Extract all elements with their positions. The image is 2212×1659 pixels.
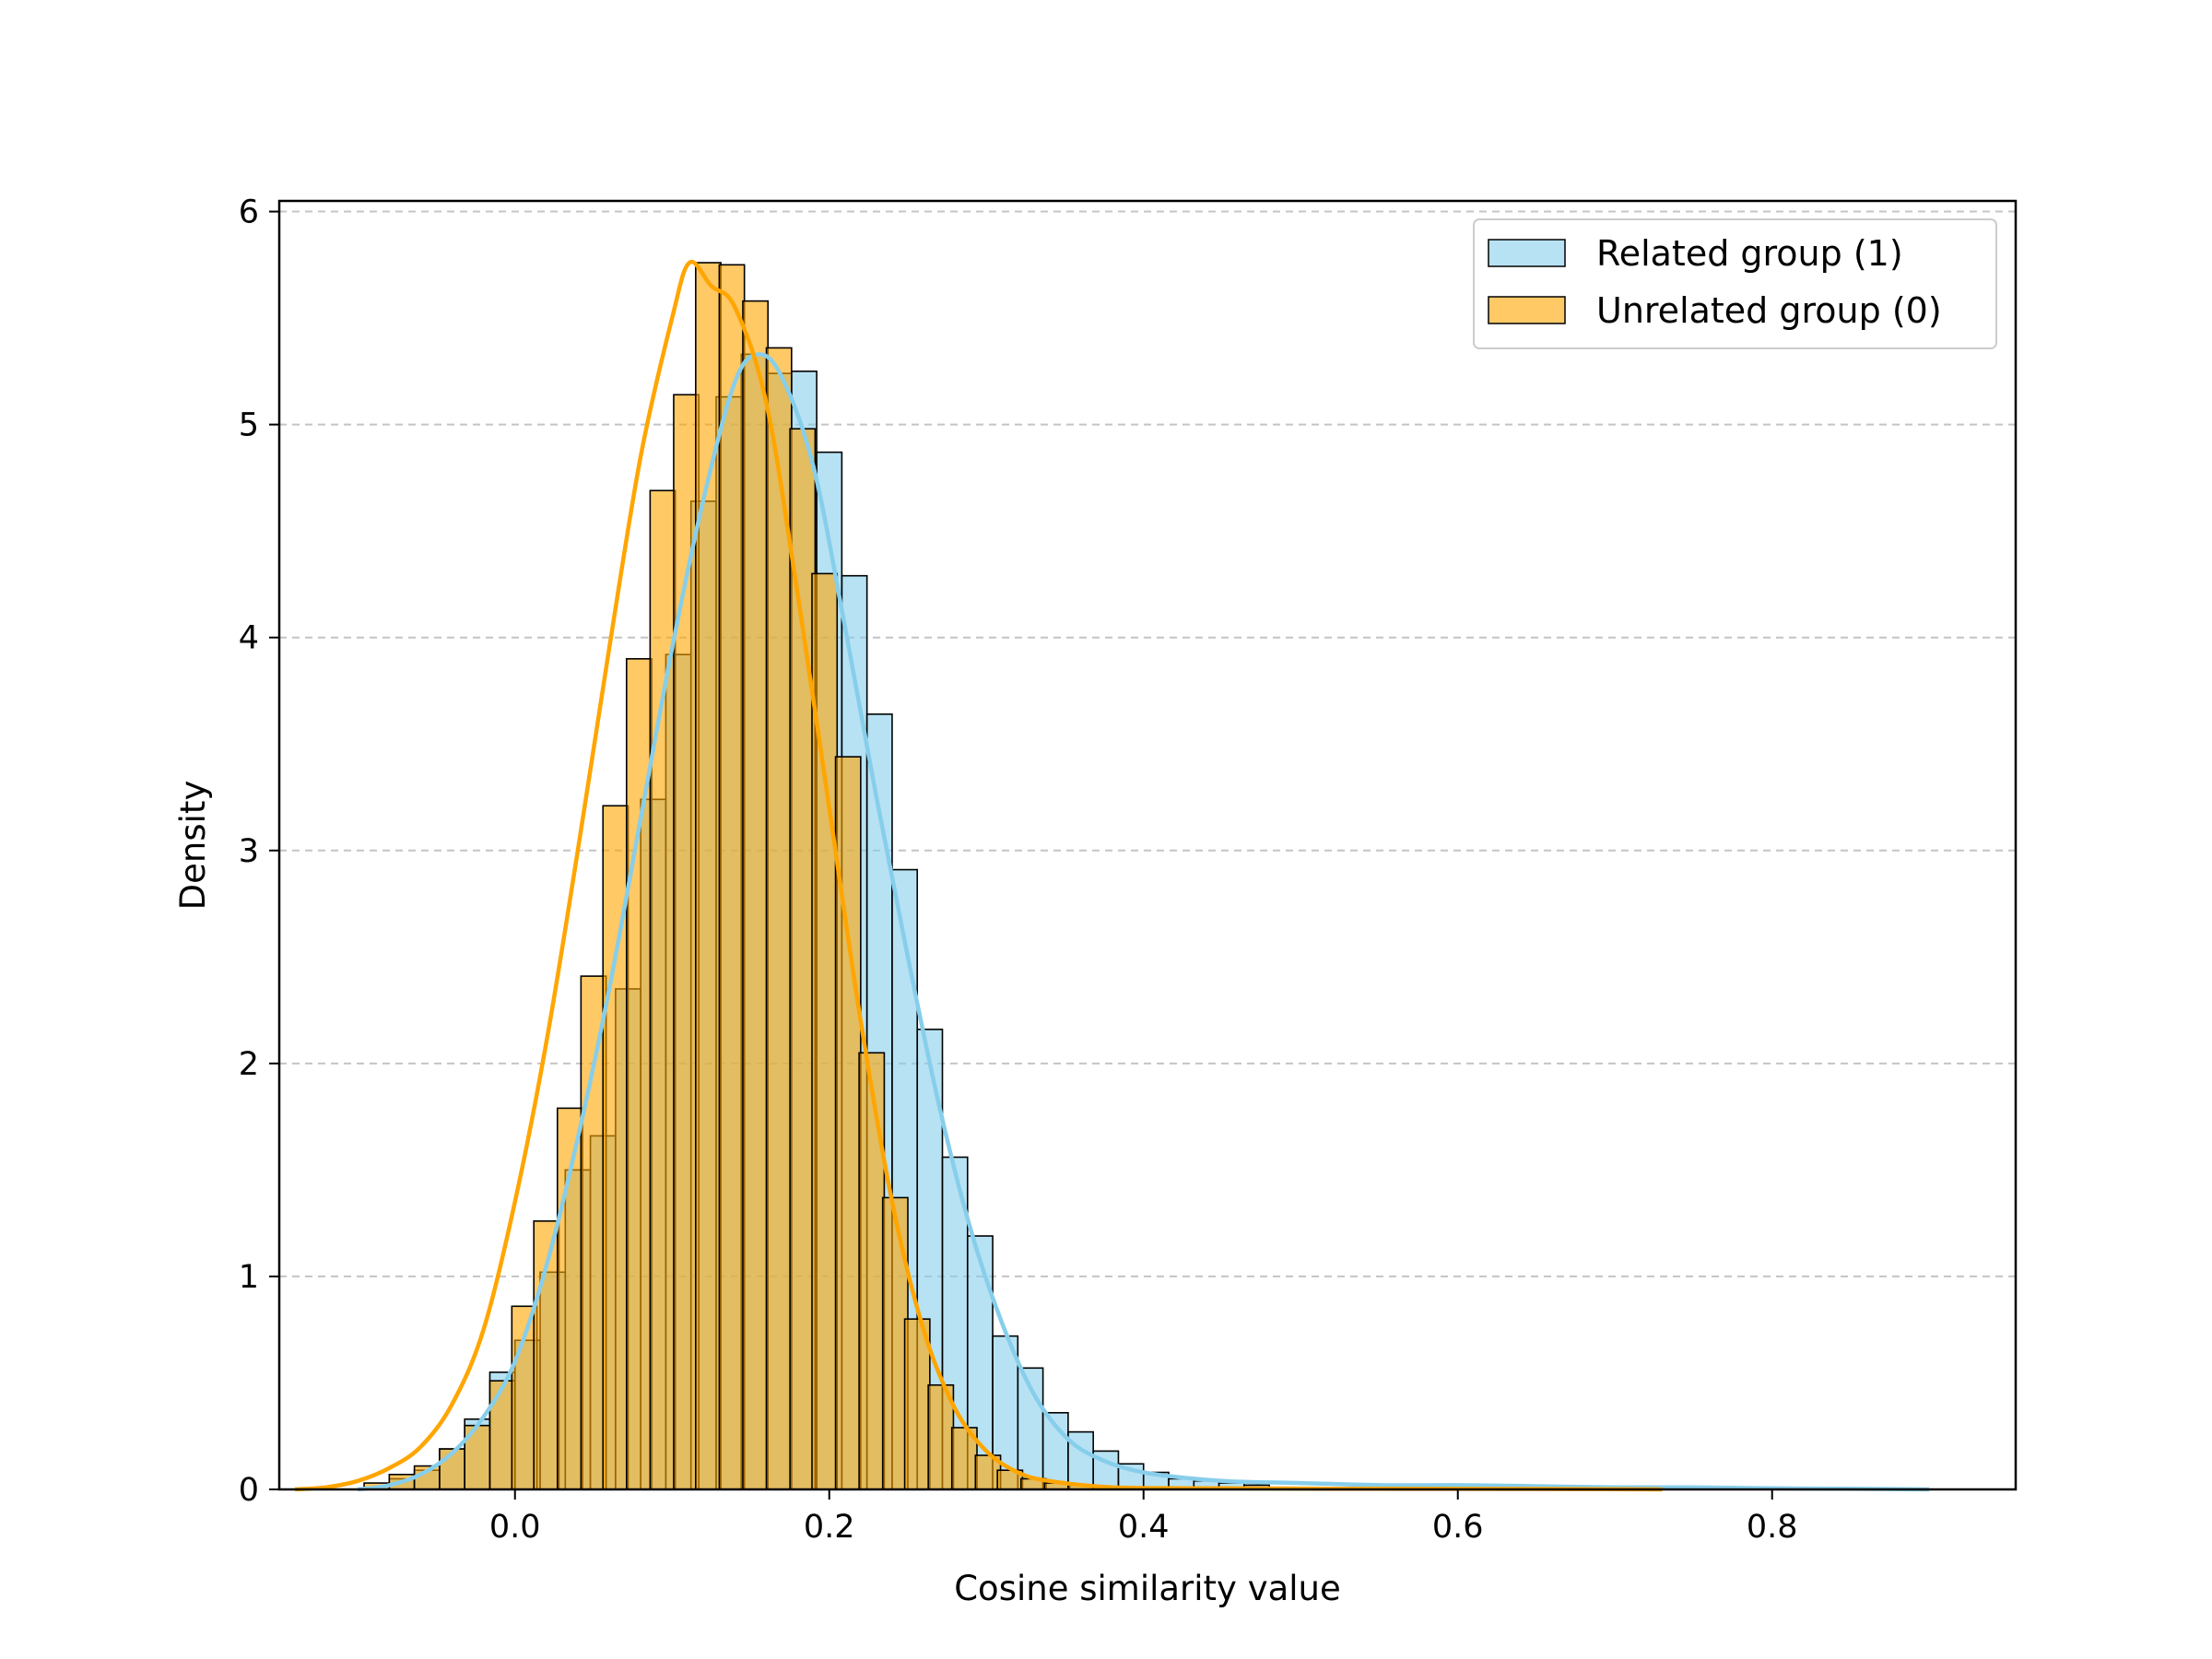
unrelated-bar-21 (858, 1052, 886, 1490)
y-tick-label: 3 (239, 833, 259, 870)
x-axis-label: Cosine similarity value (954, 1569, 1341, 1608)
y-tick-label: 5 (239, 407, 259, 444)
y-axis-label: Density (173, 781, 213, 911)
unrelated-bar-3 (439, 1448, 465, 1490)
unrelated-bar-16 (742, 300, 770, 1490)
x-tick-label: 0.4 (1118, 1509, 1170, 1546)
unrelated-bar-23 (903, 1318, 931, 1490)
x-tick-label: 0.8 (1747, 1509, 1798, 1546)
y-tick-label: 6 (239, 194, 259, 231)
related-kde-line (357, 352, 1930, 1492)
unrelated-bar-15 (718, 264, 746, 1490)
y-tick-label: 4 (239, 620, 259, 657)
legend-label-unrelated: Unrelated group (0) (1596, 290, 1942, 331)
legend-label-related: Related group (1) (1596, 233, 1903, 274)
unrelated-kde-line (294, 259, 1663, 1492)
legend-box (1473, 218, 1997, 349)
kde-curves (294, 259, 1930, 1492)
unrelated-bar-12 (649, 489, 677, 1490)
y-tick-label: 0 (239, 1472, 259, 1509)
legend-swatch-related (1488, 239, 1566, 267)
x-tick-label: 0.6 (1432, 1509, 1484, 1546)
unrelated-bar-11 (625, 658, 653, 1490)
legend: Related group (1) Unrelated group (0) (1473, 218, 1997, 349)
y-axis-ticks: 0 1 2 3 4 5 6 (239, 194, 279, 1509)
axes-frame (277, 199, 2018, 1491)
x-tick-label: 0.2 (804, 1509, 855, 1546)
x-tick-label: 0.0 (489, 1509, 541, 1546)
x-axis-ticks: 0.0 0.2 0.4 0.6 0.8 (489, 1489, 1798, 1546)
y-tick-label: 2 (239, 1046, 259, 1083)
grid-lines (279, 210, 2016, 1277)
y-tick-label: 1 (239, 1259, 259, 1296)
legend-swatch-unrelated (1488, 296, 1566, 324)
